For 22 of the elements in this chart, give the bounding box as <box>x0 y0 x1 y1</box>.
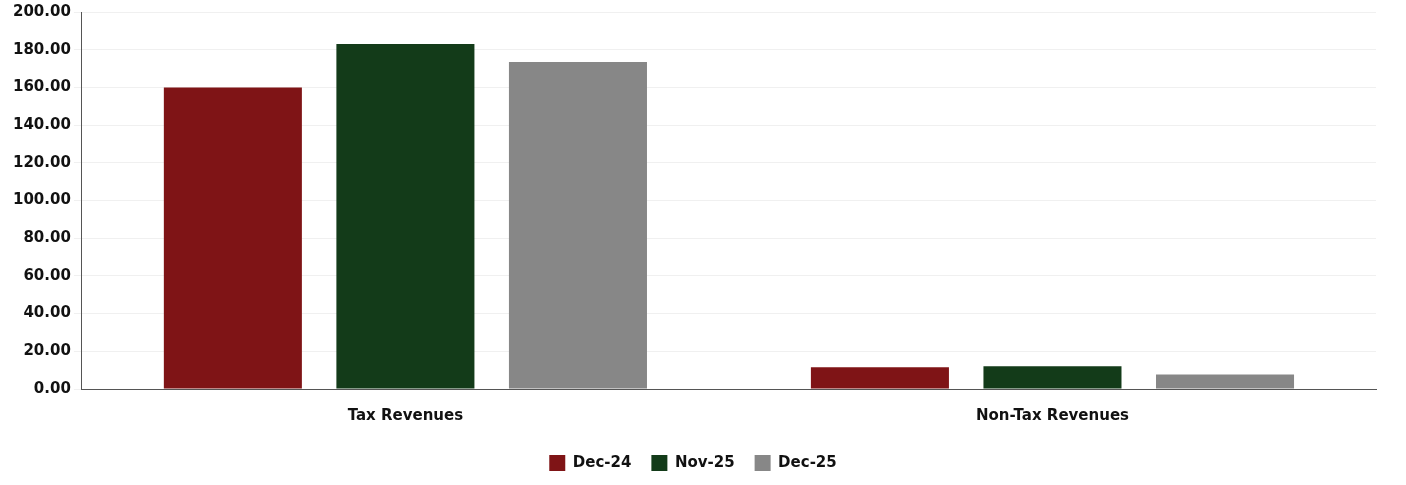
bar <box>983 366 1122 389</box>
y-tick-label: 20.00 <box>23 341 71 360</box>
y-tick-label: 120.00 <box>12 152 71 171</box>
legend-label: Dec-24 <box>572 452 632 471</box>
legend-label: Dec-25 <box>778 452 837 471</box>
y-tick-label: 100.00 <box>12 190 71 209</box>
y-tick-label: 180.00 <box>12 39 71 58</box>
y-tick-label: 60.00 <box>23 265 71 284</box>
legend-label: Nov-25 <box>674 452 735 471</box>
y-tick-label: 140.00 <box>12 114 71 133</box>
x-tick-label: Non-Tax Revenues <box>975 405 1130 424</box>
bar <box>1156 374 1295 389</box>
y-tick-label: 80.00 <box>23 228 71 247</box>
y-tick-label: 200.00 <box>12 1 71 20</box>
bar <box>810 367 949 389</box>
bar <box>508 61 647 389</box>
bar <box>163 87 302 389</box>
x-tick-label: Tax Revenues <box>347 405 464 424</box>
y-tick-label: 40.00 <box>23 303 71 322</box>
y-tick-label: 160.00 <box>12 77 71 96</box>
y-tick-label: 0.00 <box>33 378 71 397</box>
bar <box>336 44 475 389</box>
